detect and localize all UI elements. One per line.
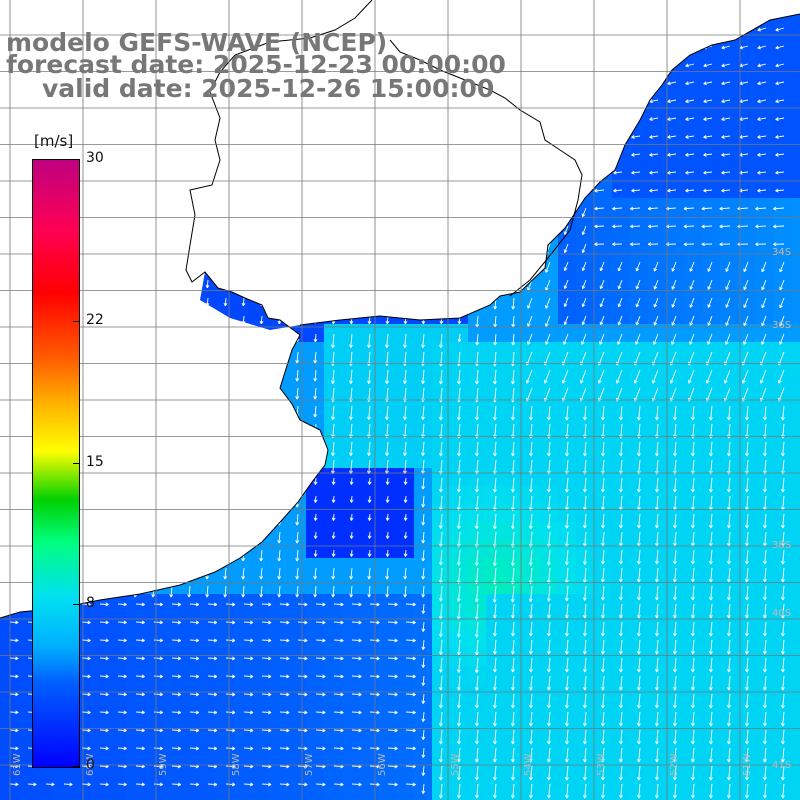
longitude-label: 59W	[158, 753, 169, 776]
coastline	[0, 0, 800, 619]
latitude-label: 40S	[772, 608, 792, 619]
colorbar-tick-label: 30	[86, 150, 104, 166]
latitude-label: 38S	[772, 540, 792, 551]
latitude-label: 36S	[772, 320, 792, 331]
colorbar-tick-label: 8	[86, 595, 95, 612]
longitude-label: 61W	[12, 753, 23, 776]
longitude-label: 58W	[231, 753, 242, 776]
colorbar	[32, 159, 80, 768]
colorbar-tick-label: 22	[86, 311, 104, 328]
colorbar-tick-label: 0	[86, 757, 95, 773]
colorbar-tick-label: 15	[86, 453, 104, 470]
longitude-label: 52W	[669, 753, 680, 776]
longitude-label: 51W	[742, 753, 753, 776]
model-title: modelo GEFS-WAVE (NCEP)	[6, 28, 388, 57]
longitude-label: 57W	[304, 753, 315, 776]
colorbar-tick-mark	[73, 604, 79, 606]
colorbar-tick-mark	[73, 462, 79, 464]
latitude-label: 41S	[772, 760, 792, 771]
longitude-label: 55W	[450, 753, 461, 776]
longitude-label: 53W	[596, 753, 607, 776]
colorbar-tick-mark	[73, 320, 79, 322]
valid-date: valid date: 2025-12-26 15:00:00	[42, 74, 495, 103]
latitude-label: 34S	[772, 247, 792, 258]
colorbar-tick-mark	[73, 159, 79, 160]
longitude-label: 54W	[523, 753, 534, 776]
colorbar-unit: [m/s]	[34, 132, 74, 150]
forecast-date: forecast date: 2025-12-23 00:00:00	[6, 50, 506, 79]
colorbar-tick-mark	[73, 766, 79, 767]
longitude-label: 56W	[377, 753, 388, 776]
